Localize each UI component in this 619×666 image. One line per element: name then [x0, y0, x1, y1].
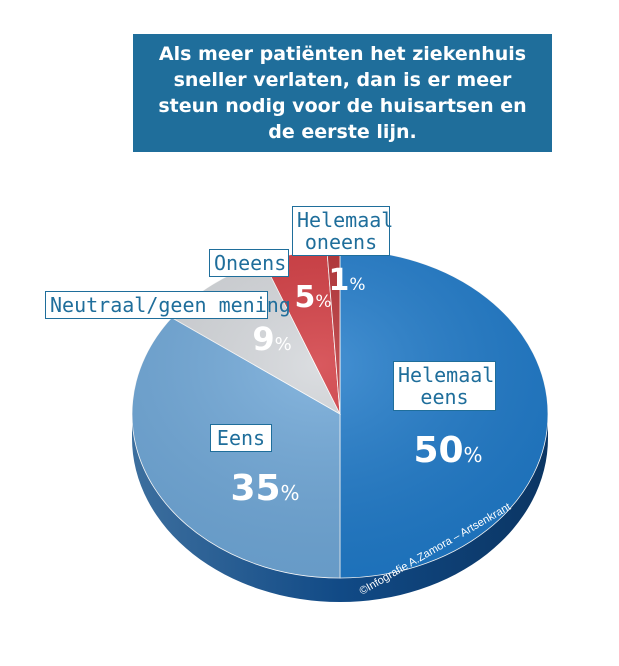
- label-eens: Eens: [210, 424, 272, 452]
- label-helemaal-oneens: Helemaal oneens: [292, 206, 393, 256]
- label-neutraal: Neutraal/geen mening: [45, 291, 291, 319]
- value-label: 5%: [294, 280, 331, 315]
- value-label: 1%: [328, 263, 365, 298]
- label-helemaal-eens: Helemaal eens: [393, 361, 496, 411]
- value-label: 50%: [413, 430, 482, 471]
- pie-slice-helemaal-eens: [339, 249, 549, 579]
- label-oneens: Oneens: [209, 249, 289, 277]
- chart-title: Als meer patiënten het ziekenhuis snelle…: [133, 34, 552, 152]
- value-label: 9%: [252, 320, 291, 358]
- value-label: 35%: [230, 468, 299, 509]
